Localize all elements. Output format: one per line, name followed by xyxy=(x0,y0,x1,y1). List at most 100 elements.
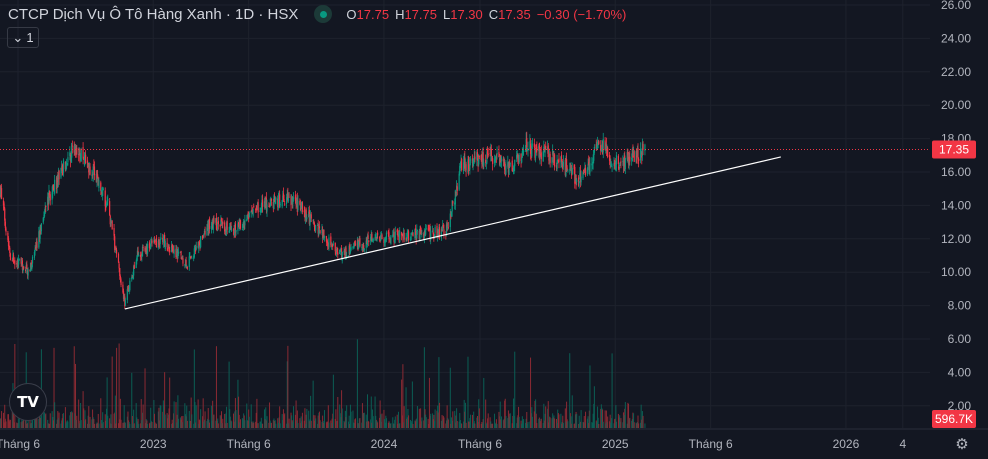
volume-bar xyxy=(618,417,620,428)
candle-body xyxy=(481,157,483,165)
candle-body xyxy=(370,234,372,238)
volume-bar xyxy=(487,418,489,428)
candle-body xyxy=(602,141,604,155)
volume-bar xyxy=(416,406,418,428)
candle-body xyxy=(447,227,449,229)
candle-body xyxy=(246,219,248,222)
candle-body xyxy=(346,255,348,257)
candle-body xyxy=(74,145,76,150)
candle-body xyxy=(392,234,394,237)
candle-body xyxy=(225,222,228,232)
volume-bar xyxy=(562,415,564,428)
volume-bar xyxy=(447,418,449,428)
candle-body xyxy=(172,246,174,252)
symbol-title[interactable]: CTCP Dịch Vụ Ô Tô Hàng Xanh · 1D · HSX xyxy=(8,5,299,23)
candle-body xyxy=(317,224,319,234)
volume-bar xyxy=(117,423,119,428)
candle-body xyxy=(36,241,38,248)
volume-bar xyxy=(244,420,246,428)
volume-bar xyxy=(189,420,191,428)
y-tick-label: 12.00 xyxy=(941,232,971,246)
candle-body xyxy=(529,141,531,150)
volume-bar xyxy=(313,415,315,428)
volume-bar xyxy=(203,419,205,428)
volume-bar xyxy=(222,418,224,428)
candle-body xyxy=(102,188,104,190)
candle-body xyxy=(521,157,523,163)
candle-body xyxy=(274,199,276,201)
volume-bar xyxy=(485,423,487,428)
volume-bar xyxy=(116,347,118,428)
volume-bar xyxy=(105,420,107,428)
volume-bar xyxy=(635,422,637,428)
volume-bar xyxy=(636,422,638,428)
candle-body xyxy=(632,146,634,158)
candle-body xyxy=(605,144,607,151)
candle-body xyxy=(363,245,365,249)
volume-bar xyxy=(312,380,314,428)
volume-bar xyxy=(548,422,550,428)
candle-body xyxy=(557,159,559,161)
volume-bar xyxy=(420,421,422,428)
volume-bar xyxy=(601,408,603,428)
candle-body xyxy=(16,263,18,265)
volume-bar xyxy=(566,401,568,428)
volume-bar xyxy=(385,415,387,428)
volume-bar xyxy=(452,411,454,428)
candle-body xyxy=(0,188,3,199)
candle-body xyxy=(295,198,297,205)
volume-bar xyxy=(181,416,183,428)
candle-body xyxy=(170,245,173,252)
candle-body xyxy=(454,202,456,205)
candle-body xyxy=(420,229,422,234)
volume-bar xyxy=(93,419,95,428)
candle-body xyxy=(547,146,549,151)
candle-body xyxy=(610,165,613,167)
market-status-indicator[interactable] xyxy=(314,5,333,23)
candle-body xyxy=(597,142,599,145)
candle-body xyxy=(478,156,480,157)
candle-body xyxy=(640,151,642,153)
candle-body xyxy=(18,258,20,265)
candle-body xyxy=(459,165,461,174)
volume-bar xyxy=(423,347,425,428)
volume-bar xyxy=(361,403,363,428)
volume-bar xyxy=(179,417,181,428)
volume-bar xyxy=(451,417,453,428)
settings-gear-icon[interactable]: ⚙ xyxy=(955,436,969,453)
volume-bar xyxy=(410,422,412,428)
volume-bar xyxy=(371,422,373,428)
volume-bar xyxy=(411,421,413,428)
volume-bar xyxy=(44,414,46,428)
candle-body xyxy=(224,222,226,232)
candle-body xyxy=(306,217,308,220)
candle-body xyxy=(478,158,480,165)
volume-bar xyxy=(600,408,602,428)
candle-body xyxy=(30,262,32,271)
candle-body xyxy=(371,239,374,241)
volume-bar xyxy=(78,399,80,428)
tradingview-logo[interactable]: TV xyxy=(9,383,47,421)
candle-body xyxy=(33,251,36,258)
volume-bar xyxy=(317,423,319,428)
candle-body xyxy=(17,259,19,267)
volume-bar xyxy=(476,416,478,428)
volume-bar xyxy=(138,423,140,428)
volume-bar xyxy=(78,423,80,428)
candle-body xyxy=(182,258,184,264)
volume-bar xyxy=(446,405,448,428)
candle-body xyxy=(104,190,106,207)
indicators-toggle-button[interactable]: ⌄ 1 xyxy=(7,27,39,48)
candle-body xyxy=(433,235,435,238)
candle-body xyxy=(549,154,551,163)
candle-body xyxy=(181,256,183,259)
candle-body xyxy=(548,153,551,161)
candle-body xyxy=(158,239,160,245)
volume-bar xyxy=(399,423,401,428)
y-tick-label: 2.00 xyxy=(948,399,972,413)
candle-body xyxy=(474,156,476,160)
candle-body xyxy=(512,167,515,172)
candle-body xyxy=(389,237,391,243)
candle-body xyxy=(181,256,183,259)
